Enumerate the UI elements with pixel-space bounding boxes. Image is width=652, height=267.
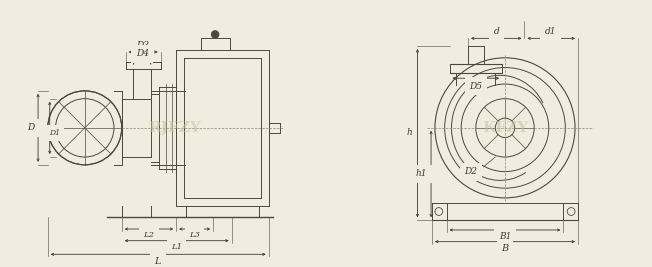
Text: D5: D5 (469, 81, 482, 91)
Text: D2: D2 (464, 167, 477, 176)
Text: KFZY: KFZY (482, 121, 528, 135)
Text: RJFZY: RJFZY (148, 121, 201, 135)
Text: D3: D3 (137, 41, 149, 50)
Text: L2: L2 (143, 231, 155, 239)
Text: L1: L1 (171, 242, 182, 250)
Text: h1: h1 (415, 169, 427, 178)
Text: D: D (27, 123, 35, 132)
Circle shape (139, 54, 145, 61)
Text: h: h (407, 128, 413, 137)
Text: d1: d1 (545, 27, 556, 36)
Text: L3: L3 (189, 231, 200, 239)
Text: B1: B1 (499, 232, 511, 241)
Text: D4: D4 (136, 49, 149, 58)
Text: D1: D1 (49, 129, 60, 137)
Text: L: L (155, 257, 161, 266)
Text: d: d (494, 27, 499, 36)
Circle shape (211, 30, 219, 38)
Text: B: B (501, 244, 509, 253)
